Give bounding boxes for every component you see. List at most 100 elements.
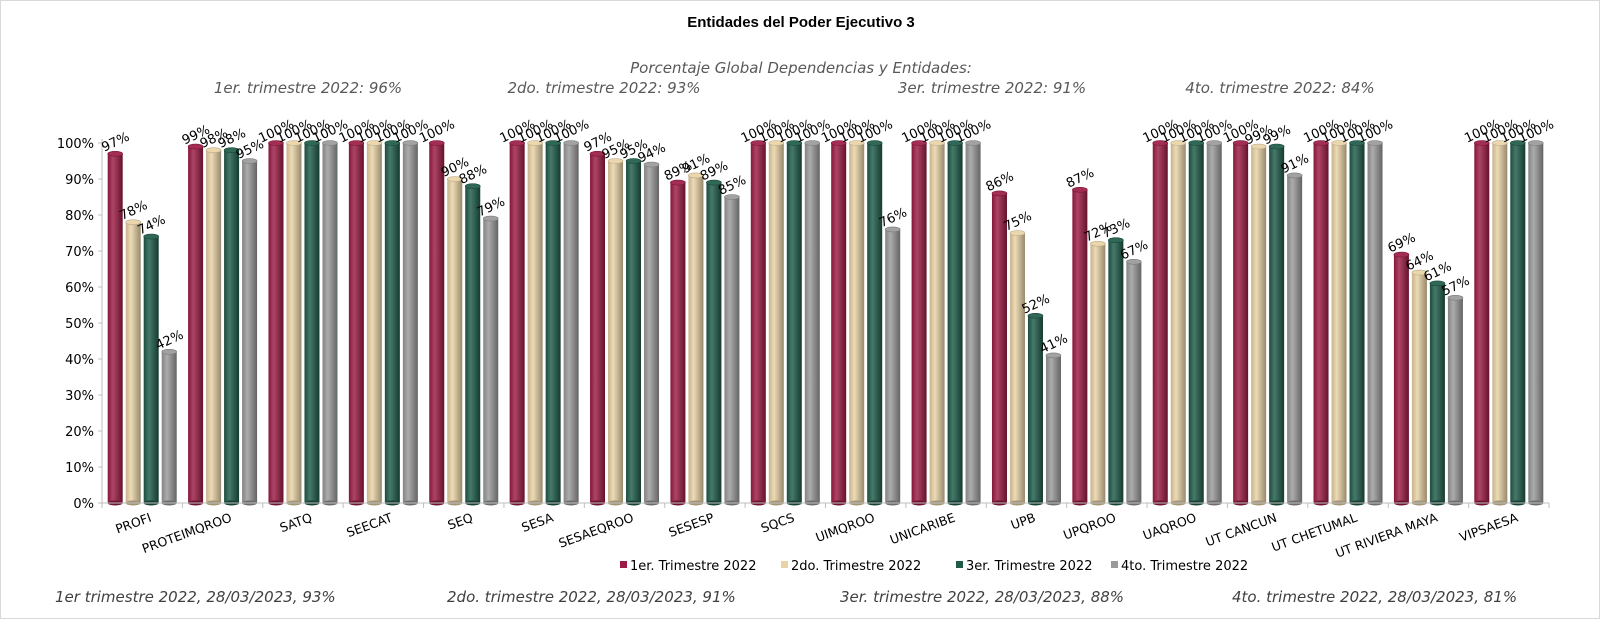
bar [1447,294,1464,506]
footer-q2: 2do. trimestre 2022, 28/03/2023, 91% [447,588,736,606]
bar [161,348,177,506]
x-tick-label: UAQROO [1141,510,1199,543]
y-tick-label: 70% [65,245,94,260]
bar [563,140,579,506]
y-tick-label: 60% [65,281,94,296]
y-tick-label: 40% [65,353,94,368]
bar [241,158,258,506]
chart-title: Entidades del Poder Ejecutivo 3 [687,14,915,31]
bar [482,215,499,506]
bar [545,140,561,506]
bar [125,219,141,506]
footer-q4: 4to. trimestre 2022, 28/03/2023, 81% [1232,588,1517,606]
bar [205,147,222,506]
bar [1072,187,1088,506]
bar [366,140,383,506]
legend-item: 1er. Trimestre 2022 [620,559,756,574]
legend-item: 4to. Trimestre 2022 [1111,559,1248,574]
bar [322,140,338,506]
bar [706,179,722,506]
bar [348,140,365,506]
bar [911,140,927,506]
bar [965,140,981,506]
bar [286,140,302,506]
bar [1188,140,1205,506]
bars [107,140,1544,506]
bar [143,233,159,506]
legend-label: 2do. Trimestre 2022 [791,559,921,574]
legend-swatch [1111,561,1118,568]
bar [786,140,803,506]
note-q1: 1er. trimestre 2022: 96% [214,79,402,97]
bar [1411,269,1428,506]
bar [670,179,686,506]
x-tick-label: UT CANCUN [1203,510,1278,550]
bar [1393,251,1410,506]
legend-item: 2do. Trimestre 2022 [781,559,921,574]
bar [1250,143,1267,506]
note-q3: 3er. trimestre 2022: 91% [898,79,1086,97]
legend-label: 4to. Trimestre 2022 [1121,559,1248,574]
bar [607,158,624,506]
x-tick-label: PROTEIMQROO [140,510,234,556]
bar [1206,140,1223,506]
bar [428,140,445,506]
bar [848,140,865,506]
bar [1528,140,1544,506]
y-tick-label: 0% [73,497,94,512]
bar [1474,140,1490,506]
bar [384,140,401,506]
bar [830,140,847,506]
bar [884,226,901,506]
x-tick-label: SQCS [759,510,797,536]
y-tick-label: 30% [65,389,94,404]
bar [402,140,419,506]
x-tick-label: SESESP [667,510,717,540]
legend: 1er. Trimestre 2022 2do. Trimestre 2022 3e… [620,559,1248,574]
y-tick-label: 10% [65,461,94,476]
bar [464,183,481,506]
bar [527,140,543,506]
note-q4: 4to. trimestre 2022: 84% [1185,79,1374,97]
bar [929,140,945,506]
bar [107,151,123,506]
bar [1268,143,1285,506]
legend-swatch [781,561,788,568]
y-tick-label: 90% [65,173,94,188]
bar [768,140,785,506]
footer-q3: 3er. trimestre 2022, 28/03/2023, 88% [840,588,1124,606]
bar [1152,140,1169,506]
bar [1009,230,1026,506]
legend-label: 3er. Trimestre 2022 [966,559,1092,574]
y-tick-label: 80% [65,209,94,224]
legend-swatch [956,561,963,568]
legend-item: 3er. Trimestre 2022 [956,559,1092,574]
bar [1429,280,1446,506]
x-tick-label: UPQROO [1061,510,1118,543]
legend-label: 1er. Trimestre 2022 [630,559,756,574]
bar [589,151,606,506]
bar [1492,140,1508,506]
x-tick-label: UNICARIBE [888,510,957,547]
bar [1090,241,1106,506]
bar [688,172,704,506]
bar [1313,140,1329,506]
bar [446,176,463,506]
x-tick-label: SATQ [278,510,314,536]
bar [1045,352,1062,506]
x-tick-label: SEQ [446,510,475,533]
y-tick-label: 100% [57,137,94,152]
bar [804,140,821,506]
bar [1170,140,1187,506]
bar [187,143,204,506]
bar [1126,258,1142,506]
x-tick-label: PROFI [113,510,153,537]
y-tick-label: 50% [65,317,94,332]
bar [1286,172,1303,506]
y-tick-label: 20% [65,425,94,440]
bar [724,194,740,506]
bar [1367,140,1383,506]
